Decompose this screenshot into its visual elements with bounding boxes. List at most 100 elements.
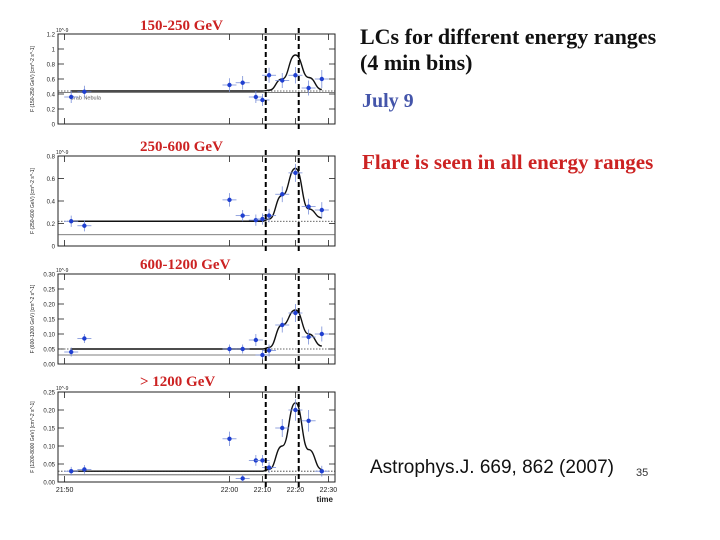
slide-title-line1: LCs for different energy ranges [360, 24, 657, 49]
data-point [82, 223, 87, 228]
energy-label-150-250: 150-250 GeV [140, 18, 223, 34]
data-point [240, 213, 245, 218]
y-tick-label: 0.25 [43, 391, 55, 397]
data-point [319, 76, 325, 82]
data-point [280, 425, 285, 431]
scale-label: 10^-9 [56, 268, 69, 274]
energy-label-250-600: 250-600 GeV [140, 139, 223, 155]
y-tick-label: 0.05 [43, 463, 55, 469]
data-point [68, 469, 74, 474]
y-tick-label: 1.2 [47, 33, 56, 39]
slide-title-line2: (4 min bins) [360, 50, 473, 75]
data-point [293, 170, 298, 176]
y-tick-label: 0.15 [43, 427, 55, 433]
data-point [68, 94, 74, 100]
data-point [266, 213, 272, 218]
y-tick-label: 0.10 [43, 445, 55, 451]
y-tick-label: 0.05 [43, 348, 55, 354]
y-tick-label: 1 [52, 48, 56, 54]
data-point [319, 469, 325, 474]
data-point [293, 407, 298, 413]
data-point [253, 94, 259, 100]
data-point [68, 219, 74, 224]
lightcurve-panel-above-1200: 0.00 0.05 0.10 0.15 0.20 0.25 10^-9 F (1200-800… [10, 378, 340, 508]
y-tick-label: 0.00 [43, 481, 55, 487]
y-tick-label: 0.4 [47, 93, 56, 99]
y-axis-title: F (250-600 GeV) [cm^-2 s^-1] [30, 167, 36, 233]
x-tick-label: 22:00 [221, 487, 239, 494]
x-tick-label: 22:20 [287, 487, 305, 494]
y-tick-label: 0.6 [47, 78, 56, 84]
data-point [319, 331, 325, 337]
y-tick-label: 0 [52, 123, 56, 129]
data-point [280, 78, 285, 83]
x-axis-label: time [317, 495, 334, 504]
data-point [253, 217, 259, 223]
plot-frame [57, 273, 336, 365]
data-point [319, 207, 325, 213]
fit-curve [71, 54, 322, 92]
data-point [82, 336, 87, 341]
data-point [306, 85, 311, 91]
fit-curve [71, 402, 323, 472]
data-point [227, 346, 232, 352]
energy-label-600-1200: 600-1200 GeV [140, 257, 231, 273]
x-tick-label: 21:50 [56, 487, 74, 494]
data-point [240, 476, 245, 481]
data-point [266, 73, 272, 78]
y-tick-label: 0.00 [43, 363, 55, 369]
lightcurve-panel-150-250: 0 0.2 0.4 0.6 0.8 1 1.2 10^-9 F (150-250 GeV) [c… [10, 20, 340, 138]
data-point [260, 352, 265, 358]
date-label: July 9 [362, 90, 414, 112]
y-tick-label: 0.8 [47, 63, 56, 69]
lightcurve-panel-250-600: 0 0.2 0.4 0.6 0.8 10^-9 F (250-600 GeV) [cm^-2… [10, 142, 340, 260]
data-point [306, 334, 311, 340]
y-tick-label: 0.10 [43, 333, 55, 339]
data-point [260, 97, 265, 103]
data-point [82, 467, 87, 472]
citation: Astrophys.J. 669, 862 (2007) [370, 457, 614, 478]
y-tick-label: 0.20 [43, 303, 55, 309]
data-point [240, 346, 245, 352]
y-axis-title: F (150-250 GeV) [cm^-2 s^-1] [30, 45, 36, 111]
data-point [260, 216, 265, 222]
slide-title: LCs for different energy ranges (4 min b… [360, 24, 656, 76]
data-point [306, 418, 311, 423]
y-axis-title: F (600-1200 GeV) [cm^-2 s^-1] [30, 284, 36, 353]
y-tick-label: 0.8 [47, 155, 56, 161]
y-axis-title: F (1200-8000 GeV) [cm^-2 s^-1] [30, 401, 36, 473]
data-point [68, 349, 74, 355]
data-point [293, 73, 298, 78]
y-tick-label: 0.20 [43, 409, 55, 415]
page-number: 35 [636, 467, 649, 479]
y-tick-label: 0.2 [47, 108, 56, 114]
data-point [280, 322, 285, 328]
x-tick-label: 22:30 [320, 487, 338, 494]
fit-curve [71, 167, 322, 222]
data-point [266, 348, 272, 353]
data-point [82, 89, 87, 94]
data-point [240, 80, 245, 85]
data-point [227, 197, 232, 203]
data-point [266, 465, 272, 470]
data-point [293, 310, 298, 316]
chart-150-250: 0 0.2 0.4 0.6 0.8 1 1.210^-9 F (150-250 GeV) [c… [30, 28, 336, 130]
y-tick-label: 0.30 [43, 273, 55, 279]
flare-note: Flare is seen in all energy ranges [362, 150, 654, 174]
data-point [280, 192, 285, 197]
plot-frame [57, 33, 336, 125]
y-tick-label: 0.2 [47, 222, 56, 228]
y-tick-label: 0.15 [43, 318, 55, 324]
x-tick-label: 22:10 [254, 487, 272, 494]
plot-frame [57, 155, 336, 247]
plot-frame [57, 391, 336, 483]
reference-label: Crab Nebula [70, 96, 102, 102]
data-point [227, 82, 232, 88]
data-point [260, 458, 265, 463]
y-tick-label: 0.4 [47, 200, 56, 206]
chart-250-600: 0 0.2 0.4 0.6 0.810^-9 F (250-600 GeV) [cm^-2… [30, 150, 336, 252]
data-point [253, 337, 259, 343]
lightcurve-panel-600-1200: 0.00 0.05 0.10 0.15 0.20 0.25 0.30 10^-9 F (600-… [10, 260, 340, 378]
